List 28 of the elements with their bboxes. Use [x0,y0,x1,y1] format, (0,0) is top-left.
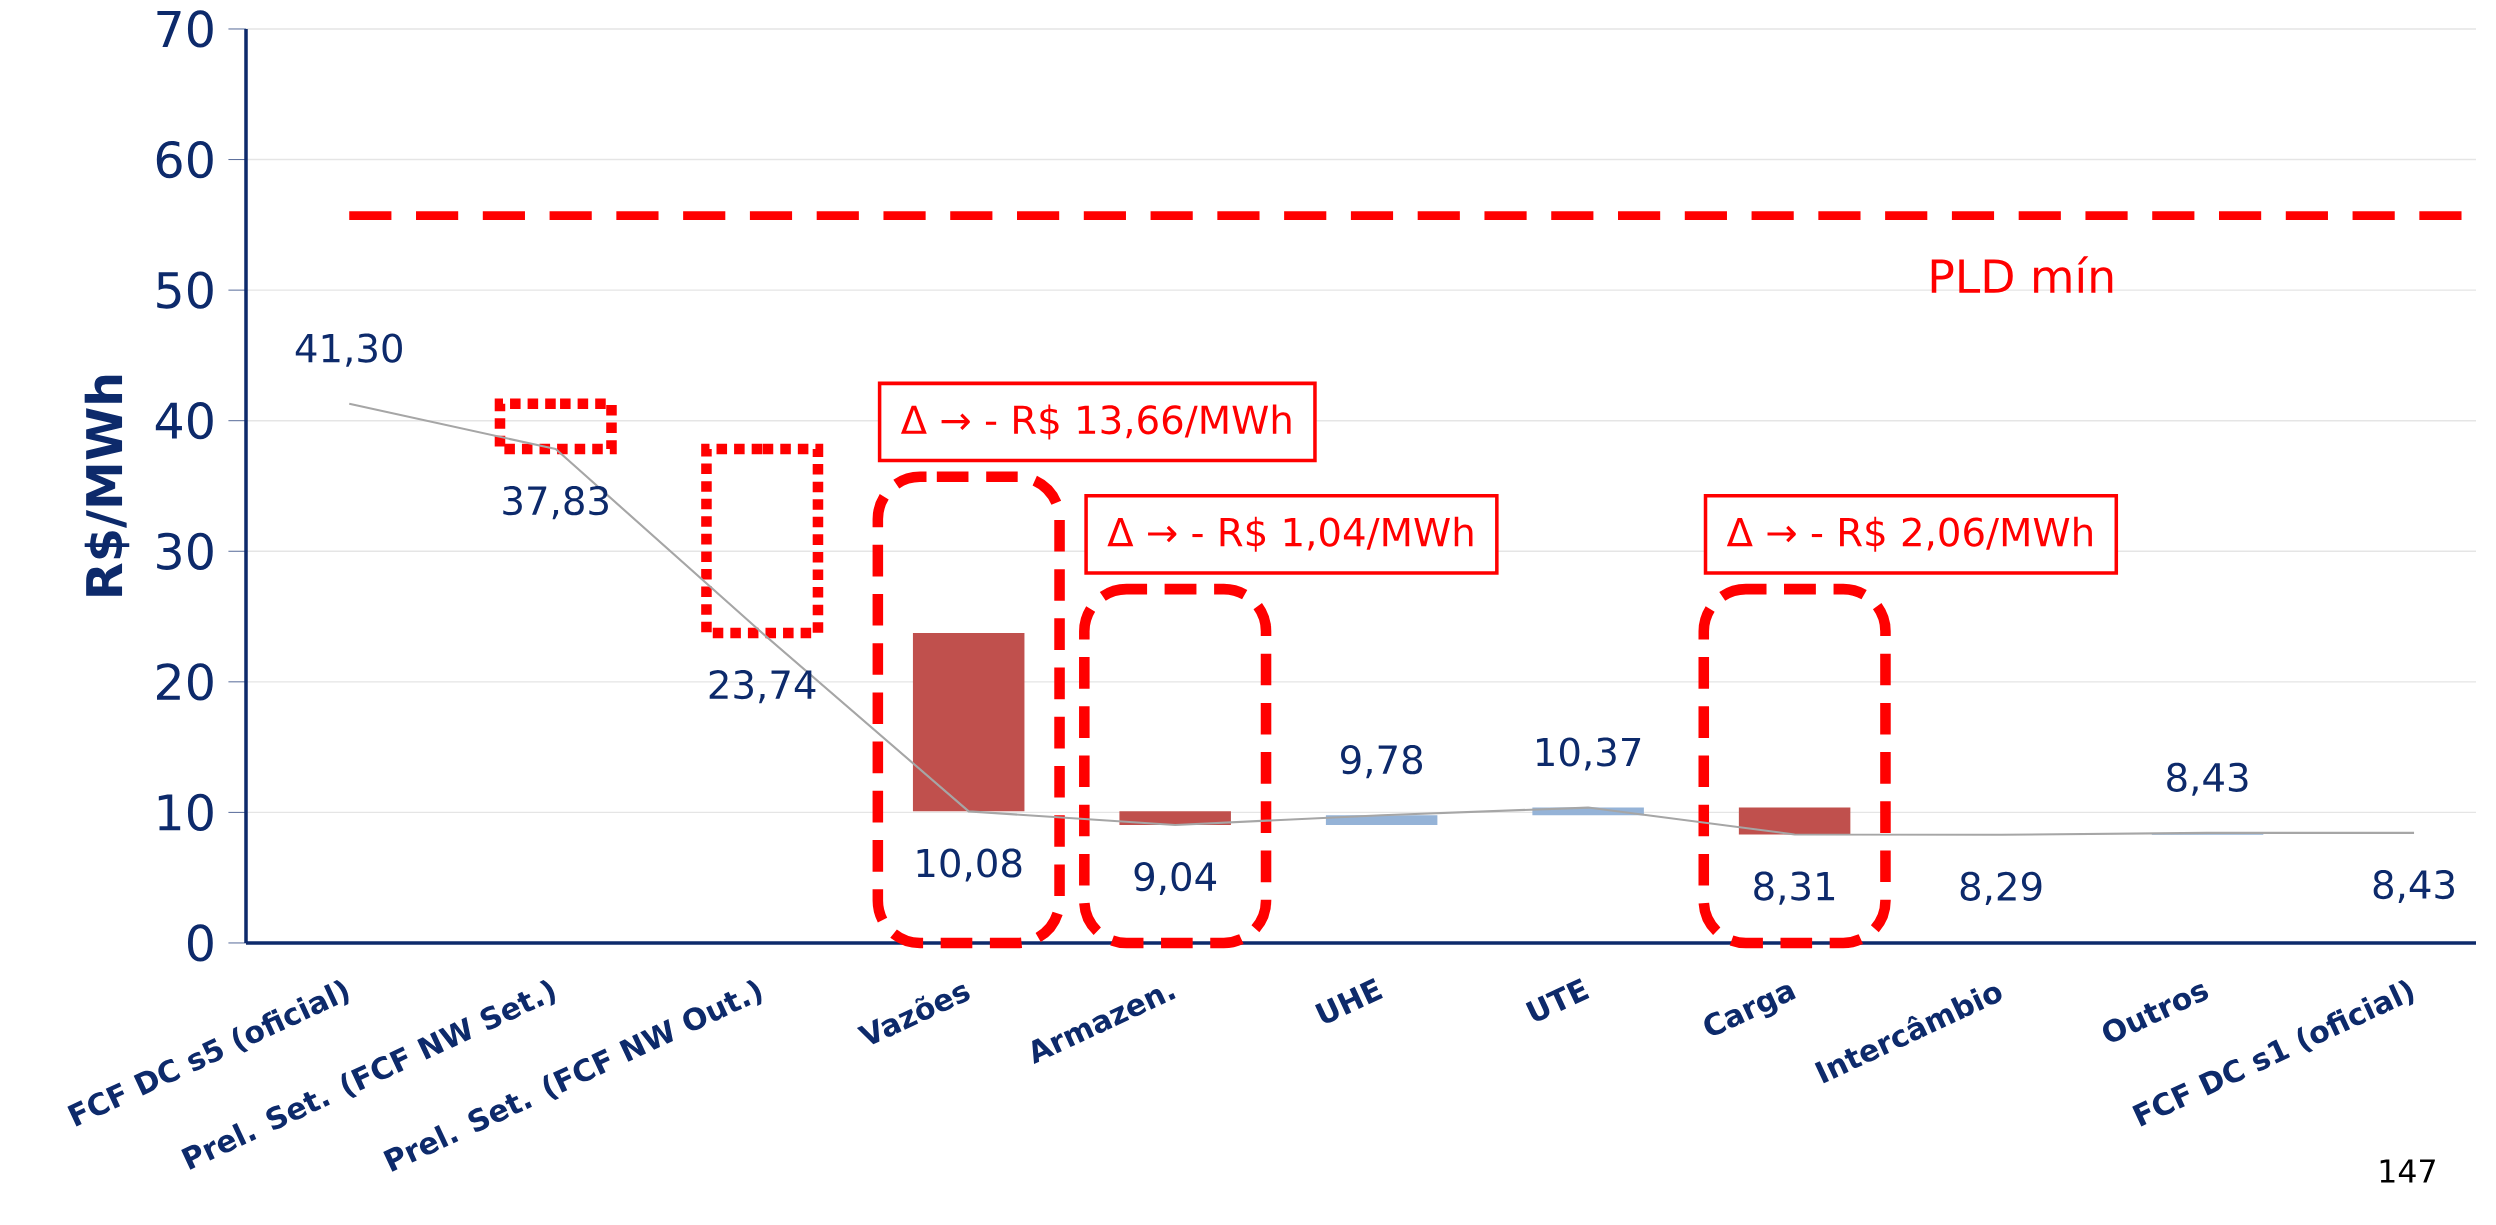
data-label: 37,83 [503,486,608,520]
y-tick-label: 30 [157,532,213,570]
y-tick-label: 40 [155,402,213,440]
data-label: 9,04 [1134,862,1217,896]
x-tick-label: UHE [1314,978,1383,1023]
y-tick-label: 10 [158,793,213,832]
data-label: 10,08 [917,848,1022,882]
y-tick-label: 50 [157,271,213,309]
data-label: 8,43 [2373,869,2454,904]
data-label: 41,30 [295,333,402,367]
y-tick-label: 20 [156,663,213,701]
data-label: 23,74 [709,670,816,704]
annotation: Δ → - R$ 13,66/MWh [900,404,1291,440]
data-label: 8,31 [1754,871,1835,905]
data-label: 8,43 [2167,762,2248,796]
data-label: 9,78 [1341,745,1423,779]
text: 147 [2380,1159,2435,1183]
annotation: Δ → - R$ 1,04/MWh [1107,516,1473,552]
y-tick-label: 0 [187,924,213,962]
annotation: Δ → - R$ 2,06/MWh [1726,516,2092,552]
y-tick-label: 70 [157,10,213,48]
x-tick-label: UTE [1525,978,1590,1021]
y-axis-title: R$/MWh [84,375,130,596]
y-tick-label: 60 [156,140,213,179]
ref-line-label: PLD mín [1931,256,2113,293]
data-label: 8,29 [1960,871,2042,905]
x-tick-label: Carga [1704,985,1796,1035]
data-label: 10,37 [1537,737,1641,771]
